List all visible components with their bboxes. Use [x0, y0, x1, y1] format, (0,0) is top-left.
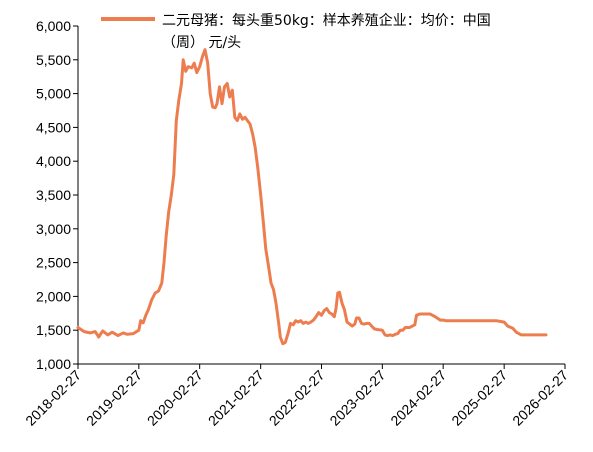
y-tick-label: 2,500	[36, 255, 71, 271]
x-tick-label: 2026-02-27	[509, 367, 571, 429]
y-tick-label: 3,000	[36, 221, 71, 237]
y-tick-label: 3,500	[36, 187, 71, 203]
series-line-sow-price	[76, 48, 548, 346]
y-tick-label: 4,500	[36, 119, 71, 135]
x-tick-label: 2025-02-27	[448, 367, 510, 429]
x-tick-label: 2018-02-27	[22, 367, 84, 429]
x-tick-label: 2023-02-27	[326, 367, 388, 429]
x-tick-label: 2021-02-27	[205, 367, 267, 429]
x-tick-label: 2024-02-27	[387, 367, 449, 429]
x-tick-label: 2022-02-27	[266, 367, 328, 429]
x-tick-label: 2019-02-27	[83, 367, 145, 429]
y-tick-label: 2,000	[36, 288, 71, 304]
y-tick-label: 4,000	[36, 153, 71, 169]
series-layer	[76, 48, 548, 346]
legend-series-label-line-1: 二元母猪：每头重50kg：样本养殖企业：均价：中国	[162, 12, 491, 29]
y-tick-label: 1,000	[36, 356, 71, 372]
chart-legend: 二元母猪：每头重50kg：样本养殖企业：均价：中国 （周） 元/头	[101, 12, 491, 51]
y-tick-label: 5,000	[36, 86, 71, 102]
y-tick-label: 1,500	[36, 322, 71, 338]
x-tick-label: 2020-02-27	[144, 367, 206, 429]
y-axis: 1,000 1,500 2,000 2,500 3,000 3,500 4,000 4,500…	[36, 18, 79, 372]
y-tick-label: 5,500	[36, 52, 71, 68]
legend-series-label-line-2: （周） 元/头	[162, 35, 241, 51]
y-tick-label: 6,000	[36, 18, 71, 34]
